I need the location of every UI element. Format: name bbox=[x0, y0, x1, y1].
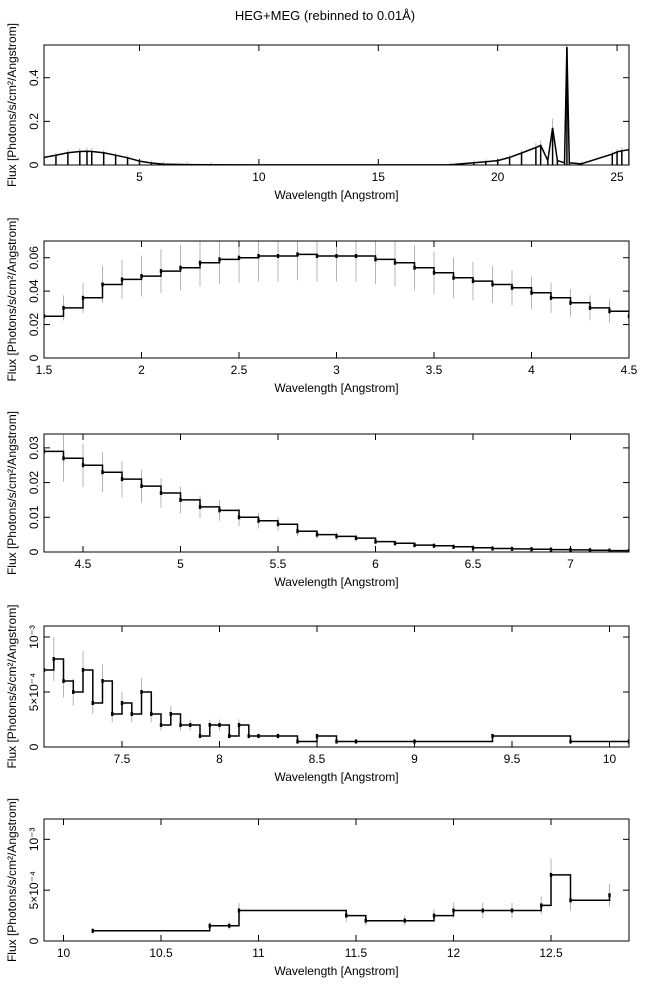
x-tick-label: 7 bbox=[567, 557, 574, 571]
data-line bbox=[44, 253, 629, 317]
x-tick-label: 8 bbox=[216, 752, 223, 766]
data-group bbox=[44, 637, 629, 744]
x-tick-label: 1.5 bbox=[36, 363, 53, 377]
y-axis-label: Flux [Photons/s/cm²/Angstrom] bbox=[5, 604, 19, 768]
chart-panel-5: 10 10.5 11 11.5 12 12.5 0 5×10⁻⁴ 10⁻³ Wavelength … bbox=[5, 798, 630, 978]
y-tick-label: 0 bbox=[27, 743, 41, 750]
y-tick-label: 5×10⁻⁴ bbox=[27, 673, 41, 712]
data-line bbox=[44, 450, 629, 552]
y-tick-label: 0.01 bbox=[27, 505, 41, 529]
x-tick-label: 6.5 bbox=[465, 557, 482, 571]
y-tick-label: 0.02 bbox=[27, 471, 41, 495]
chart-panel-3: 4.5 5 5.5 6 6.5 7 0 0.01 0.02 0.03 Wavelength [Ang… bbox=[5, 411, 630, 589]
y-axis-label: Flux [Photons/s/cm²/Angstrom] bbox=[5, 798, 19, 962]
data-group bbox=[91, 858, 611, 934]
x-axis-label: Wavelength [Angstrom] bbox=[274, 381, 398, 395]
x-tick-label: 4.5 bbox=[75, 557, 92, 571]
data-point bbox=[608, 893, 611, 898]
plot-frame bbox=[43, 433, 630, 553]
chart-panel-1: 5 10 15 20 25 0 0.2 0.4 Wavelength [Angstrom] Flu… bbox=[5, 23, 630, 202]
x-tick-label: 9 bbox=[411, 752, 418, 766]
y-tick-label: 0.04 bbox=[27, 279, 41, 303]
x-tick-label: 3.5 bbox=[426, 363, 443, 377]
x-tick-label: 10 bbox=[603, 752, 617, 766]
x-axis-label: Wavelength [Angstrom] bbox=[274, 964, 398, 978]
x-tick-label: 20 bbox=[491, 170, 505, 184]
x-tick-label: 4.5 bbox=[621, 363, 638, 377]
x-axis-label: Wavelength [Angstrom] bbox=[274, 575, 398, 589]
x-tick-label: 2 bbox=[138, 363, 145, 377]
x-tick-label: 5 bbox=[177, 557, 184, 571]
x-tick-label: 12 bbox=[447, 946, 461, 960]
data-line bbox=[44, 47, 629, 165]
data-point bbox=[627, 314, 629, 319]
y-tick-label: 0 bbox=[27, 354, 41, 361]
y-tick-label: 0.06 bbox=[27, 246, 41, 270]
x-tick-label: 10 bbox=[57, 946, 71, 960]
x-tick-label: 11.5 bbox=[345, 946, 368, 960]
y-axis-label: Flux [Photons/s/cm²/Angstrom] bbox=[5, 411, 19, 575]
x-tick-label: 8.5 bbox=[309, 752, 326, 766]
y-tick-label: 0.4 bbox=[27, 69, 41, 86]
y-tick-label: 10⁻³ bbox=[27, 827, 41, 851]
data-group bbox=[44, 241, 629, 327]
x-tick-label: 10.5 bbox=[149, 946, 173, 960]
data-group bbox=[44, 45, 629, 165]
y-axis-label: Flux [Photons/s/cm²/Angstrom] bbox=[5, 23, 19, 187]
x-tick-label: 11 bbox=[252, 946, 265, 960]
x-axis-label: Wavelength [Angstrom] bbox=[274, 770, 398, 784]
x-tick-label: 3 bbox=[333, 363, 340, 377]
plot-frame bbox=[43, 818, 630, 942]
x-tick-label: 5.5 bbox=[270, 557, 287, 571]
data-point bbox=[91, 928, 94, 933]
plot-frame bbox=[43, 625, 630, 748]
chart-panel-4: 7.5 8 8.5 9 9.5 10 0 5×10⁻⁴ 10⁻³ Wavelength [Angs… bbox=[5, 604, 630, 784]
data-group bbox=[44, 434, 629, 552]
data-line bbox=[44, 658, 629, 743]
x-tick-label: 7.5 bbox=[114, 752, 131, 766]
x-axis-label: Wavelength [Angstrom] bbox=[274, 188, 398, 202]
data-line bbox=[92, 874, 611, 932]
plot-frame bbox=[43, 44, 630, 166]
x-tick-label: 25 bbox=[610, 170, 624, 184]
y-tick-label: 10⁻³ bbox=[27, 625, 41, 649]
y-tick-label: 0.02 bbox=[27, 313, 41, 337]
y-tick-label: 0 bbox=[27, 548, 41, 555]
x-tick-label: 5 bbox=[136, 170, 143, 184]
x-tick-label: 9.5 bbox=[504, 752, 521, 766]
y-tick-label: 0.03 bbox=[27, 436, 41, 460]
y-axis-label: Flux [Photons/s/cm²/Angstrom] bbox=[5, 217, 19, 381]
x-tick-label: 2.5 bbox=[231, 363, 248, 377]
chart-panel-2: 1.5 2 2.5 3 3.5 4 4.5 0 0.02 0.04 0.06 Wavelength [… bbox=[5, 217, 638, 395]
x-tick-label: 15 bbox=[372, 170, 386, 184]
x-tick-label: 10 bbox=[252, 170, 266, 184]
y-tick-label: 5×10⁻⁴ bbox=[27, 871, 41, 910]
x-tick-label: 12.5 bbox=[539, 946, 563, 960]
y-tick-label: 0 bbox=[27, 161, 41, 168]
x-tick-label: 6 bbox=[372, 557, 379, 571]
y-tick-label: 0 bbox=[27, 937, 41, 944]
chart-title: HEG+MEG (rebinned to 0.01Å) bbox=[234, 8, 416, 23]
x-tick-label: 4 bbox=[528, 363, 535, 377]
y-tick-label: 0.2 bbox=[27, 113, 41, 130]
